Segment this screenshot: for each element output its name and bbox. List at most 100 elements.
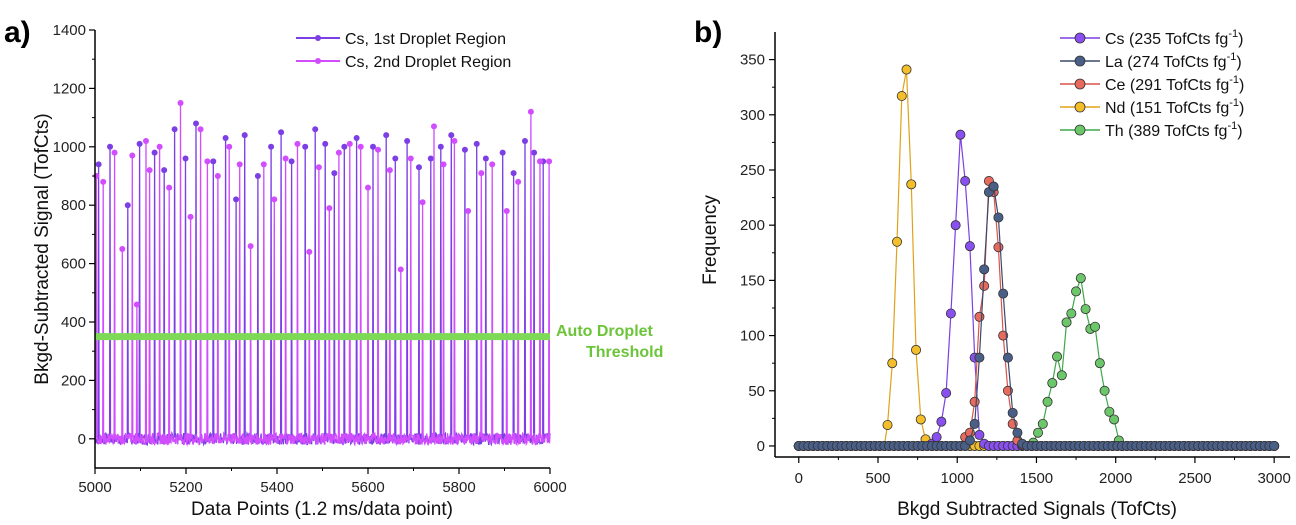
panel-b-data-point [941, 387, 952, 398]
panel-b-data-point [892, 236, 903, 247]
panel-a-peak-point [419, 199, 426, 206]
panel-a-peak-point [111, 149, 118, 156]
panel-a-peak-point [353, 135, 360, 142]
panel-a-y-axis-title: Bkgd-Subtracted Signal (TofCts) [32, 113, 53, 384]
panel-a-y-tick-label: 0 [78, 431, 86, 448]
panel-b-x-tick-label: 2500 [1178, 470, 1211, 487]
panel-a-peak-point [306, 248, 313, 255]
panel-a-letter: a) [4, 16, 31, 49]
panel-b-data-point [1099, 385, 1110, 396]
panel-a-ticks: 5000 5200 5400 5600 5800 6000 0 200 400 600 800 100… [53, 22, 567, 496]
panel-a-peak-point [315, 164, 322, 171]
panel-b-data-point [945, 308, 956, 319]
panel-a-peak-point [142, 137, 149, 144]
panel-a-peak-point [482, 155, 489, 162]
panel-b-x-tick-label: 0 [795, 470, 803, 487]
panel-b-x-tick-label: 2000 [1099, 470, 1132, 487]
panel-a-peak-point [156, 143, 163, 150]
panel-a-peak-point [322, 140, 329, 147]
panel-b-data-point [1104, 406, 1115, 417]
panel-b-legend-marker [1074, 101, 1086, 113]
panel-b-x-axis-title: Bkgd Subtracted Signals (TofCts) [897, 499, 1177, 520]
panel-a-peak-point [503, 208, 510, 215]
panel-b-series-line [798, 180, 1275, 447]
panel-a-peak-point [166, 184, 173, 191]
panel-a-peak-point [499, 149, 506, 156]
panel-a-peak-point [407, 155, 414, 162]
threshold-label-line2: Threshold [586, 344, 663, 361]
panel-b: b) 0 500 1000 1500 2000 2500 3000 0 50 100 150 200 2… [694, 16, 1291, 520]
panel-b-legend: Cs (235 TofCts fg-1) La (274 TofCts fg-1)… [1060, 28, 1244, 140]
panel-b-y-axis-title: Frequency [700, 195, 721, 285]
panel-b-data-point [931, 432, 942, 443]
panel-a-peak-point [161, 167, 168, 174]
panel-b-data-point [1090, 321, 1101, 332]
panel-a-y-tick-label: 400 [61, 314, 86, 331]
panel-a-peak-point [222, 135, 229, 142]
panel-b-data-point [964, 241, 975, 252]
panel-b-data-point [1109, 414, 1120, 425]
panel-a-peak-point [510, 170, 517, 177]
panel-b-data-point [955, 129, 966, 140]
panel-a-peak-point [489, 161, 496, 168]
panel-b-y-tick-label: 50 [748, 383, 765, 400]
panel-b-plot [793, 64, 1280, 451]
panel-b-data-point [974, 429, 985, 440]
threshold-label-line1: Auto Droplet [556, 323, 654, 340]
panel-b-data-point [1080, 304, 1091, 315]
panel-b-data-point [988, 181, 999, 192]
panel-b-data-point [1012, 427, 1023, 438]
panel-a-plot [93, 100, 553, 447]
panel-a-peak-point [465, 208, 472, 215]
panel-a-peak-point [448, 132, 455, 139]
panel-a-peak-point [193, 120, 200, 127]
panel-a-y-tick-label: 600 [61, 256, 86, 273]
panel-b-legend-label: Ce (291 TofCts fg-1) [1105, 74, 1244, 94]
panel-a-peak-point [129, 152, 136, 159]
panel-b-data-point [1094, 358, 1105, 369]
panel-a-peak-point [415, 164, 422, 171]
panel-a-peak-point [397, 266, 404, 273]
panel-a-peak-point [346, 140, 353, 147]
panel-a-peak-point [341, 143, 348, 150]
panel-a-peak-point [268, 143, 275, 150]
panel-a-peak-point [151, 149, 158, 156]
panel-b-data-point [911, 344, 922, 355]
panel-b-data-point [974, 311, 985, 322]
panel-b-legend-label: Nd (151 TofCts fg-1) [1105, 97, 1244, 117]
panel-a-peak-point [546, 158, 553, 165]
panel-a-peak-point [404, 137, 411, 144]
panel-b-data-point [969, 418, 980, 429]
panel-a-peak-point [210, 158, 217, 165]
panel-b-data-point [960, 176, 971, 187]
panel-a-peak-point [375, 146, 382, 153]
panel-b-legend-marker [1074, 55, 1086, 67]
panel-b-data-point [896, 91, 907, 102]
panel-b-data-point [1007, 407, 1018, 418]
panel-a-peak-point [370, 143, 377, 150]
panel-b-data-point [1037, 418, 1048, 429]
legend-marker-cs-2nd [315, 58, 321, 64]
panel-a-peak-point [136, 140, 143, 147]
panel-b-data-point [979, 264, 990, 275]
panel-b-data-point [1002, 352, 1013, 363]
panel-b-x-tick-label: 1000 [941, 470, 974, 487]
panel-b-y-tick-label: 100 [740, 328, 765, 345]
panel-b-data-point [1052, 351, 1063, 362]
panel-b-x-tick-label: 3000 [1257, 470, 1290, 487]
panel-b-data-point [998, 288, 1009, 299]
panel-a-x-axis-title: Data Points (1.2 ms/data point) [191, 499, 453, 520]
panel-a-x-tick-label: 5400 [260, 479, 293, 496]
panel-b-data-point [993, 242, 1004, 253]
panel-a-x-tick-label: 5800 [442, 479, 475, 496]
panel-b-letter: b) [694, 16, 722, 49]
panel-a-peak-point [294, 140, 301, 147]
panel-a-peak-point [177, 100, 184, 106]
panel-a-series-line [94, 102, 551, 447]
panel-a-peak-point [440, 161, 447, 168]
panel-a-peak-point [527, 108, 534, 115]
panel-a-peak-point [197, 126, 204, 133]
panel-a-y-tick-label: 1400 [53, 22, 86, 39]
panel-a-peak-point [357, 143, 364, 150]
panel-a-peak-point [182, 155, 189, 162]
